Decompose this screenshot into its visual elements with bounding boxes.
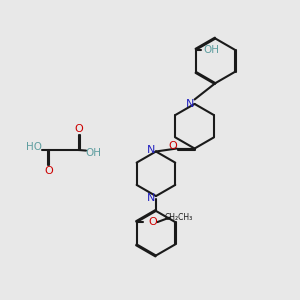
Text: HO: HO <box>26 142 42 152</box>
Text: O: O <box>168 140 177 151</box>
Text: CH₂CH₃: CH₂CH₃ <box>164 213 192 222</box>
Text: OH: OH <box>85 148 101 158</box>
Text: OH: OH <box>204 45 220 55</box>
Text: N: N <box>147 145 156 155</box>
Text: N: N <box>186 99 194 109</box>
Text: O: O <box>74 124 83 134</box>
Text: O: O <box>45 166 53 176</box>
Text: N: N <box>147 193 156 202</box>
Text: O: O <box>148 217 158 227</box>
